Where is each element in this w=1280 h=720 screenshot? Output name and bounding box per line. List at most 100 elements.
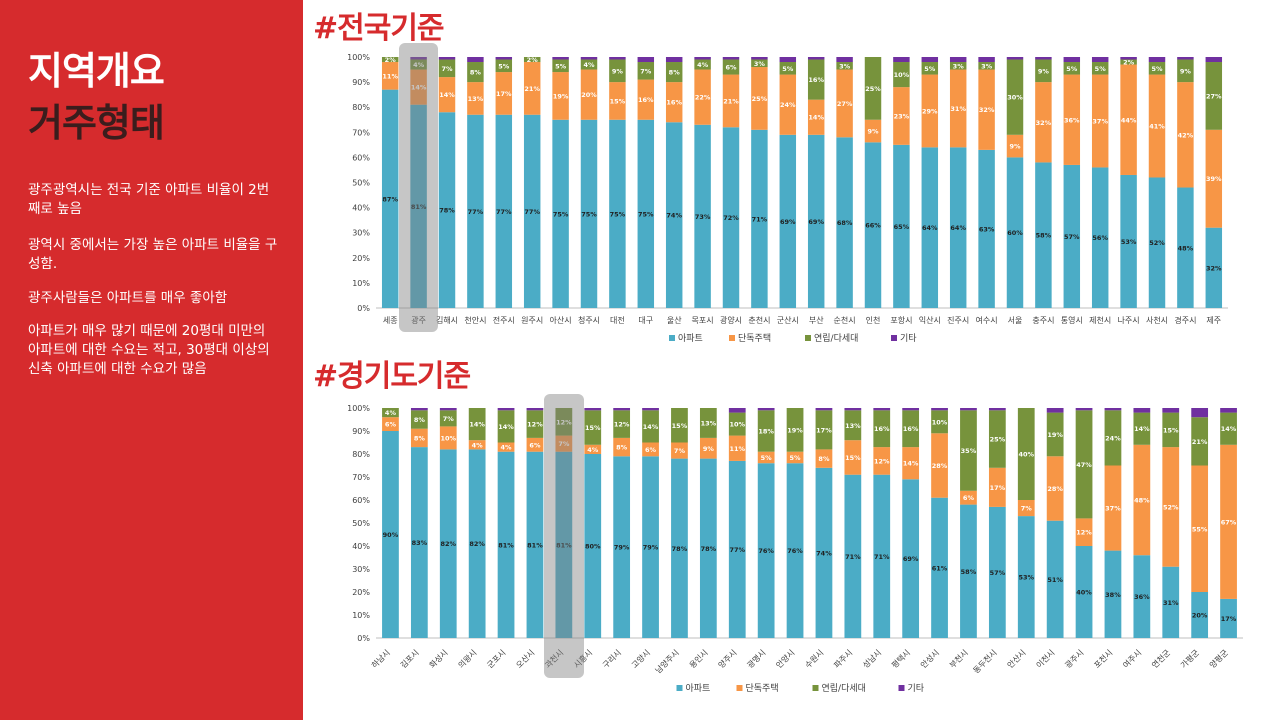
bar-segment-apartment [893, 144, 910, 308]
data-label: 39% [1206, 175, 1222, 183]
bar-segment-detached [893, 87, 910, 145]
bar-segment-other [757, 408, 775, 411]
data-label: 12% [874, 457, 890, 465]
bar-segment-rowhouse [1133, 412, 1151, 445]
data-label: 61% [932, 564, 948, 572]
data-label: 2% [385, 56, 397, 64]
x-tick-label: 남양주시 [654, 648, 681, 675]
bar-segment-apartment [728, 460, 746, 638]
x-tick-label: 광주시 [1063, 647, 1086, 670]
legend-label: 단독주택 [746, 683, 779, 694]
bar-segment-other [1220, 408, 1237, 413]
data-label: 17% [816, 426, 832, 434]
x-tick-label: 목포시 [692, 316, 714, 325]
bar-segment-detached [988, 467, 1006, 507]
x-tick-label: 김포시 [398, 647, 421, 670]
bar-segment-rowhouse [757, 410, 775, 452]
data-label: 57% [1064, 233, 1080, 241]
data-label: 40% [1076, 589, 1092, 597]
bar-segment-detached [1006, 134, 1024, 158]
bar-segment-detached [1220, 444, 1237, 599]
data-label: 81% [498, 541, 514, 549]
bar-segment-apartment [988, 506, 1006, 638]
bar-segment-apartment [779, 134, 797, 308]
legend-swatch [676, 685, 683, 691]
bar-segment-other [1046, 408, 1064, 413]
data-label: 51% [1047, 576, 1063, 584]
data-label: 31% [1163, 599, 1179, 607]
data-label: 18% [758, 428, 774, 436]
bar-segment-detached [960, 490, 977, 505]
bar-segment-apartment [1205, 227, 1223, 308]
bar-segment-rowhouse [1063, 62, 1081, 75]
data-label: 73% [695, 213, 711, 221]
highlight-gwacheon [543, 394, 585, 678]
data-label: 75% [553, 210, 569, 218]
bar-segment-rowhouse [1035, 59, 1052, 83]
data-label: 15% [845, 454, 861, 462]
bar-segment-rowhouse [844, 410, 862, 441]
bar-segment-rowhouse [815, 410, 833, 450]
bar-segment-apartment [382, 431, 399, 638]
bar-segment-other [844, 408, 862, 411]
bar-segment-detached [844, 440, 862, 475]
bar-segment-detached [949, 69, 967, 148]
data-label: 32% [1206, 264, 1222, 272]
bar-segment-rowhouse [1006, 59, 1024, 135]
data-label: 87% [382, 195, 398, 203]
bar-segment-detached [779, 74, 797, 135]
bar-segment-other [751, 57, 768, 60]
x-tick-label: 광명시 [745, 647, 768, 670]
x-tick-label: 서울 [1008, 316, 1023, 325]
bar-segment-apartment [844, 474, 862, 638]
bar-segment-other [694, 57, 711, 60]
bar-segment-detached [751, 67, 768, 130]
bar-segment-other [1104, 408, 1122, 411]
bar-segment-detached [580, 69, 598, 120]
data-label: 6% [645, 446, 657, 454]
data-label: 24% [1105, 434, 1121, 442]
bar-segment-other [807, 57, 825, 60]
bar-segment-other [467, 57, 484, 63]
bar-segment-detached [786, 451, 804, 464]
bar-segment-other [438, 57, 456, 60]
bar-segment-detached [1091, 74, 1109, 168]
data-label: 9% [867, 128, 879, 136]
x-tick-label: 나주시 [1118, 316, 1140, 325]
highlight-gwangju [398, 43, 439, 332]
data-label: 74% [666, 212, 682, 220]
data-label: 12% [1076, 529, 1092, 537]
data-label: 4% [587, 446, 599, 454]
legend-swatch [812, 685, 819, 691]
bar-segment-apartment [1162, 566, 1180, 638]
x-tick-label: 익산시 [919, 315, 941, 325]
data-label: 10% [440, 434, 456, 442]
bar-segment-detached [467, 82, 484, 115]
summary-paragraph-2: 광역시 중에서는 가장 높은 아파트 비율을 구성함. [28, 237, 278, 272]
data-label: 14% [469, 421, 485, 429]
bar-segment-other [815, 408, 833, 411]
data-label: 5% [498, 62, 510, 70]
data-label: 64% [922, 224, 938, 232]
data-label: 8% [616, 444, 628, 452]
bar-segment-detached [931, 433, 948, 498]
legend-swatch [898, 685, 905, 691]
data-label: 38% [1105, 591, 1121, 599]
bar-segment-apartment [699, 458, 717, 638]
bar-segment-other [1091, 57, 1109, 63]
data-label: 9% [1180, 67, 1192, 75]
bar-segment-rowhouse [978, 62, 995, 70]
bar-segment-detached [495, 72, 513, 115]
y-tick-label: 90% [352, 78, 370, 87]
data-label: 9% [1009, 143, 1021, 151]
data-label: 8% [470, 69, 482, 77]
bar-segment-detached [807, 99, 825, 135]
bar-segment-apartment [613, 456, 631, 638]
bar-segment-apartment [523, 114, 541, 308]
data-label: 13% [701, 419, 717, 427]
bar-segment-apartment [552, 119, 569, 308]
data-label: 21% [723, 97, 739, 105]
data-label: 14% [1221, 425, 1237, 433]
legend-label: 연립/다세대 [822, 683, 866, 694]
data-label: 3% [981, 62, 993, 70]
